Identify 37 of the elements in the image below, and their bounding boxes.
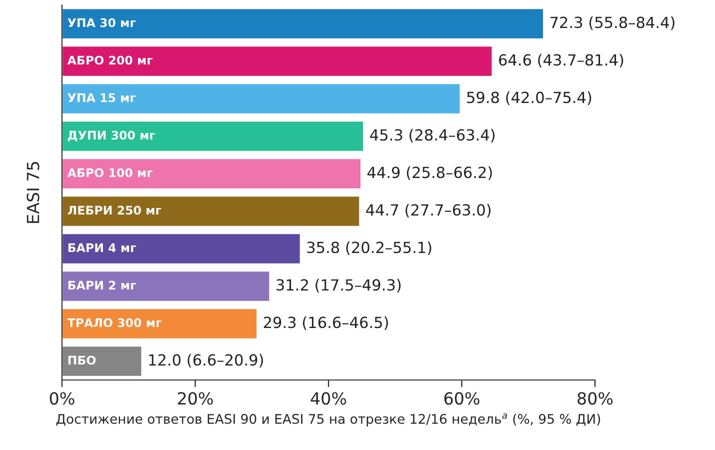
x-axis-title: Достижение ответов EASI 90 и EASI 75 на отрезке 12/16 недель$^{a}$ (%, 95 % ДИ) xyxy=(56,413,600,426)
data-label: 45.3 (28.4–63.4) xyxy=(370,128,495,142)
y-tick-label: ДУПИ 300 мг xyxy=(68,130,156,142)
x-tick-label: 20% xyxy=(178,392,213,405)
bar xyxy=(62,232,302,265)
bar xyxy=(62,308,258,340)
y-tick-label: БАРИ 4 мг xyxy=(68,243,136,252)
x-tick-label: 60% xyxy=(444,392,480,405)
y-tick-label: УПА 30 мг xyxy=(68,18,136,28)
data-label: 44.7 (27.7–63.0) xyxy=(366,204,491,218)
data-label: 29.3 (16.6–46.5) xyxy=(264,316,388,330)
data-label: 35.8 (20.2–55.1) xyxy=(307,241,432,255)
y-tick-label: ТРАЛО 300 мг xyxy=(67,318,162,328)
y-axis-title: EASI 75 xyxy=(26,162,40,223)
bar xyxy=(62,345,143,378)
y-tick-label: УПА 15 мг xyxy=(68,93,136,102)
x-tick-label: 80% xyxy=(578,392,613,405)
x-tick-label: 40% xyxy=(310,392,346,405)
y-tick-label: АБРО 100 мг xyxy=(67,168,153,178)
data-label: 31.2 (17.5–49.3) xyxy=(276,278,401,292)
bar xyxy=(62,82,462,115)
data-label: 12.0 (6.6–20.9) xyxy=(149,354,263,368)
data-label: 72.3 (55.8–84.4) xyxy=(550,16,674,30)
bar xyxy=(62,158,362,190)
y-tick-label: АБРО 200 мг xyxy=(67,56,153,65)
bar xyxy=(62,45,494,78)
x-tick-label: 0% xyxy=(50,392,74,405)
y-tick-label: ЛЕБРИ 250 мг xyxy=(68,206,162,215)
data-label: 44.9 (25.8–66.2) xyxy=(367,166,492,180)
bar xyxy=(62,120,365,152)
data-label: 59.8 (42.0–75.4) xyxy=(467,91,592,105)
bar xyxy=(62,270,271,302)
bar xyxy=(62,8,544,40)
y-tick-label: БАРИ 2 мг xyxy=(68,280,136,290)
bar xyxy=(62,195,361,228)
y-tick-label: ПБО xyxy=(68,356,96,365)
data-label: 64.6 (43.7–81.4) xyxy=(499,54,624,68)
